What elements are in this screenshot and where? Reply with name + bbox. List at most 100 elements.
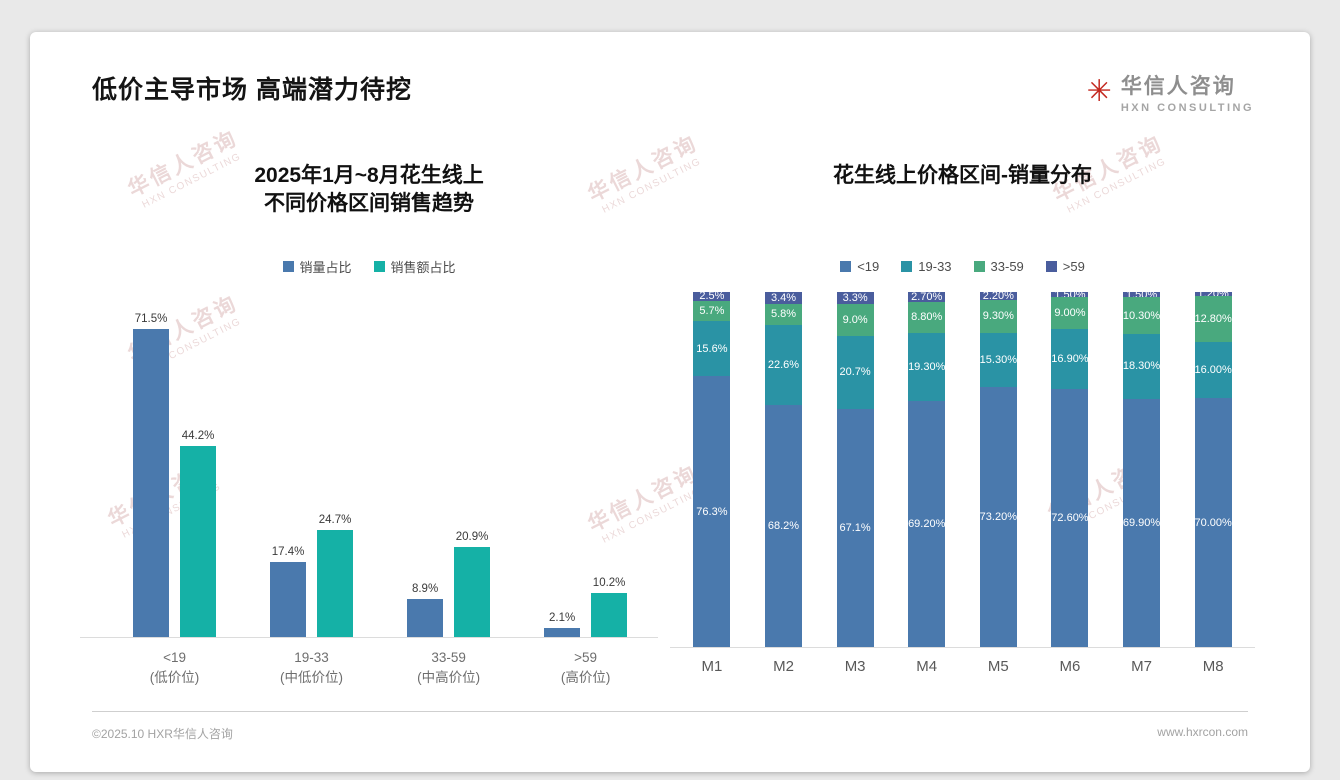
segment-value-label: 15.6%	[696, 342, 728, 355]
chart-title-right: 花生线上价格区间-销量分布	[833, 164, 1093, 187]
stack-segment: 5.8%	[765, 304, 802, 325]
legend-item: 销量占比	[282, 257, 352, 276]
chart-title-left: 2025年1月~8月花生线上 不同价格区间销售趋势	[254, 164, 484, 216]
stacked-bar-slot: 2.20% 9.30% 15.30% 73.20%	[963, 290, 1035, 647]
segment-value-label: 2.70%	[911, 290, 943, 303]
bar-column: 20.9%	[454, 531, 491, 637]
category-label: M6	[1059, 658, 1081, 675]
stack-segment: 9.30%	[979, 299, 1017, 333]
x-axis-labels-right: M1 M2 M3 M4 M5 M6 M7 M8	[670, 658, 1255, 675]
category-tier: (低价位)	[149, 669, 200, 685]
category-range: <19	[163, 650, 186, 665]
legend-left: 销量占比 销售额占比	[80, 256, 658, 276]
bar-column: 71.5%	[133, 313, 170, 637]
stack-segment: 69.90%	[1123, 398, 1160, 647]
segment-value-label: 9.00%	[1054, 307, 1086, 320]
bar-group: 71.5% 44.2%	[133, 313, 217, 637]
stack-segment: 72.60%	[1051, 389, 1089, 647]
segment-value-label: 12.80%	[1194, 312, 1232, 325]
stack-segment: 12.80%	[1194, 296, 1232, 342]
bar-column: 2.1%	[544, 612, 581, 637]
legend-swatch	[282, 260, 294, 272]
stack-segment: 9.0%	[836, 303, 874, 336]
segment-value-label: 3.4%	[770, 292, 797, 305]
bar-value-label: 8.9%	[411, 583, 439, 595]
legend-item: 销售额占比	[373, 257, 456, 276]
bar	[591, 593, 628, 637]
stack-segment: 15.30%	[979, 332, 1017, 388]
bar	[270, 562, 307, 637]
segment-value-label: 76.3%	[696, 505, 728, 518]
stacked-bar: 2.70% 8.80% 19.30% 69.20%	[908, 290, 946, 647]
stack-segment: 19.30%	[908, 332, 945, 402]
legend-swatch	[1045, 260, 1057, 272]
legend-item: <19	[840, 259, 879, 274]
legend-label: >59	[1062, 258, 1085, 274]
bar-group: 8.9% 20.9%	[407, 531, 491, 637]
segment-value-label: 70.00%	[1194, 516, 1232, 529]
segment-value-label: 16.90%	[1051, 353, 1089, 366]
legend-swatch	[840, 260, 852, 272]
segment-value-label: 3.3%	[842, 291, 868, 304]
stack-segment: 10.30%	[1123, 297, 1160, 334]
legend-item: 19-33	[901, 258, 952, 274]
legend-label: 33-59	[990, 258, 1024, 274]
category-range: 33-59	[431, 650, 466, 665]
bar-value-label: 17.4%	[271, 546, 305, 558]
bar-value-label: 20.9%	[455, 531, 489, 543]
stack-segment: 8.80%	[908, 301, 946, 333]
slide: 华信人咨询 HXN CONSULTING 华信人咨询 HXN CONSULTING …	[30, 32, 1310, 772]
stack-segment: 20.7%	[836, 335, 874, 410]
segment-value-label: 69.20%	[908, 518, 946, 531]
stacked-bar: 2.20% 9.30% 15.30% 73.20%	[979, 290, 1017, 647]
bar	[317, 530, 354, 637]
segment-value-label: 8.80%	[911, 311, 943, 324]
stacked-bar-slot: 1.50% 10.30% 18.30% 69.90%	[1106, 289, 1178, 647]
stack-segment: 3.3%	[836, 291, 874, 304]
category-label: >59 (高价位)	[517, 648, 654, 687]
category-tier: (高价位)	[560, 669, 611, 685]
segment-value-label: 15.30%	[979, 353, 1017, 366]
category-label: M3	[844, 658, 866, 675]
bar	[407, 599, 444, 637]
stacked-bar: 1.50% 9.00% 16.90% 72.60%	[1051, 289, 1089, 647]
stack-segment: 18.30%	[1122, 333, 1161, 399]
category-range: >59	[574, 650, 598, 665]
legend-label: <19	[857, 258, 880, 274]
logo-text: 华信人咨询 HXN CONSULTING	[1121, 70, 1254, 114]
bar-value-label: 44.2%	[181, 430, 215, 442]
segment-value-label: 18.30%	[1122, 360, 1161, 373]
category-label: M7	[1131, 658, 1152, 675]
legend-label: 销售额占比	[390, 259, 456, 275]
category-label: 33-59 (中高价位)	[380, 648, 517, 687]
grouped-bar-chart: 2025年1月~8月花生线上 不同价格区间销售趋势 销量占比 销售额占比 71.5…	[80, 162, 659, 687]
legend-swatch	[973, 260, 985, 272]
stacked-bar-chart: 花生线上价格区间-销量分布 <19 19-33 33-59 >59 2.5% 5.7% 1…	[658, 162, 1310, 687]
stack-segment: 3.4%	[765, 292, 802, 305]
segment-value-label: 22.6%	[767, 358, 800, 371]
bar-value-label: 10.2%	[592, 577, 626, 589]
stack-segment: 15.6%	[693, 321, 731, 377]
bar-group: 2.1% 10.2%	[544, 577, 628, 637]
segment-value-label: 73.20%	[979, 511, 1017, 524]
stack-segment: 2.70%	[908, 290, 946, 303]
segment-value-label: 10.30%	[1122, 309, 1161, 322]
logo-name: 华信人咨询	[1120, 75, 1236, 98]
legend-item: >59	[1045, 258, 1085, 274]
stack-segment: 16.00%	[1195, 341, 1232, 399]
category-label: M4	[916, 658, 938, 675]
category-label: 19-33 (中低价位)	[243, 648, 380, 687]
stack-segment: 68.2%	[765, 404, 802, 647]
legend-swatch	[901, 260, 913, 272]
stacked-bar-slot: 2.5% 5.7% 15.6% 76.3%	[676, 290, 748, 647]
stacked-bar-slot: 3.4% 5.8% 22.6% 68.2%	[748, 292, 820, 647]
legend-item: 33-59	[973, 258, 1024, 274]
stack-segment: 73.20%	[980, 387, 1017, 647]
bar-value-label: 24.7%	[318, 514, 352, 526]
legend-label: 销量占比	[299, 259, 352, 275]
legend-label: 19-33	[918, 258, 952, 274]
stack-segment: 5.7%	[693, 300, 731, 322]
stacked-bar: 3.4% 5.8% 22.6% 68.2%	[765, 292, 802, 647]
legend-swatch	[373, 260, 385, 272]
stacked-bar: 2.5% 5.7% 15.6% 76.3%	[693, 290, 731, 647]
